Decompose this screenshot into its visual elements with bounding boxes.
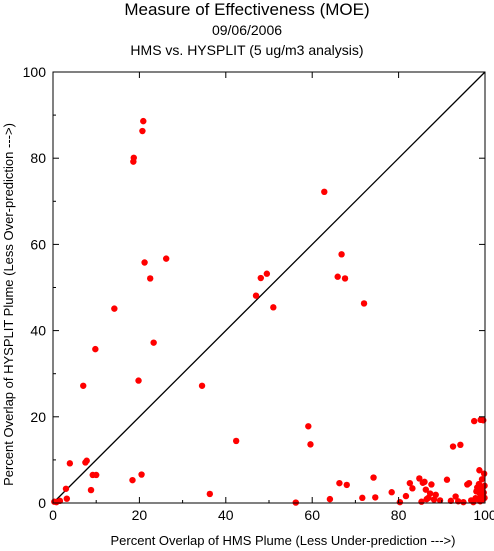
data-point xyxy=(93,471,100,479)
data-point xyxy=(388,489,395,496)
data-point xyxy=(443,476,451,483)
y-tick-label: 20 xyxy=(30,409,46,425)
data-point xyxy=(252,292,260,299)
chart-date: 09/06/2006 xyxy=(211,22,283,38)
y-tick-label: 0 xyxy=(38,495,46,511)
x-tick-label: 60 xyxy=(304,507,320,523)
data-point xyxy=(263,270,271,277)
data-point xyxy=(150,339,157,346)
x-tick-label: 0 xyxy=(49,507,57,523)
data-point xyxy=(471,417,478,425)
data-point-layer xyxy=(51,117,488,506)
data-point xyxy=(111,305,118,312)
data-point xyxy=(421,478,428,486)
data-point xyxy=(232,437,240,445)
y-axis-title: Percent Overlap of HYSPLIT Plume (Less O… xyxy=(1,123,16,486)
one-to-one-line xyxy=(52,71,486,504)
data-point xyxy=(480,417,487,424)
data-point xyxy=(162,255,170,262)
data-point xyxy=(452,493,459,500)
x-tick-label: 40 xyxy=(218,507,234,523)
data-point xyxy=(480,470,488,477)
data-point xyxy=(432,491,439,499)
data-point xyxy=(80,382,87,389)
data-point xyxy=(406,479,414,487)
data-point xyxy=(198,382,206,389)
y-tick-label: 60 xyxy=(30,236,46,252)
data-point xyxy=(62,485,70,492)
data-point xyxy=(326,495,334,503)
data-point xyxy=(139,127,146,135)
data-point xyxy=(476,467,483,474)
data-point xyxy=(206,490,214,498)
data-point xyxy=(87,486,95,494)
data-point xyxy=(63,495,71,502)
x-tick-label: 80 xyxy=(391,507,407,523)
y-tick-label: 100 xyxy=(23,64,47,80)
data-point xyxy=(460,498,467,506)
data-point xyxy=(422,486,430,493)
x-tick-label: 100 xyxy=(473,507,494,523)
data-point xyxy=(138,471,145,478)
data-point xyxy=(409,485,416,492)
y-tick-label: 40 xyxy=(30,323,46,339)
data-point xyxy=(416,475,423,482)
data-point xyxy=(336,479,343,487)
reference-line-layer xyxy=(52,71,486,504)
chart-subtitle: HMS vs. HYSPLIT (5 ug/m3 analysis) xyxy=(130,42,364,58)
data-point xyxy=(428,481,435,488)
data-point xyxy=(396,498,404,506)
x-axis-title: Percent Overlap of HMS Plume (Less Under… xyxy=(111,533,456,548)
data-point xyxy=(141,259,148,266)
data-point xyxy=(359,494,366,502)
data-point xyxy=(341,275,349,282)
data-point xyxy=(257,274,264,282)
data-point xyxy=(135,377,142,384)
data-point xyxy=(402,492,410,500)
data-point xyxy=(343,481,350,489)
x-tick-label: 20 xyxy=(132,507,148,523)
data-point xyxy=(130,154,137,161)
data-point xyxy=(56,497,64,505)
data-point xyxy=(449,443,457,450)
data-point xyxy=(426,490,434,497)
data-point xyxy=(447,497,455,505)
chart-title: Measure of Effectiveness (MOE) xyxy=(124,0,370,19)
data-point xyxy=(92,345,99,353)
y-tick-label: 80 xyxy=(30,150,46,166)
data-point xyxy=(83,457,90,464)
data-point xyxy=(478,476,486,483)
data-point xyxy=(307,441,314,448)
data-point xyxy=(270,304,277,311)
data-point xyxy=(372,494,379,501)
data-point xyxy=(360,300,368,307)
data-point xyxy=(305,423,312,430)
data-point xyxy=(66,460,74,467)
data-point xyxy=(321,188,328,196)
data-point xyxy=(370,474,377,481)
data-point xyxy=(129,476,136,484)
data-point xyxy=(457,441,464,449)
tick-layer: 0 20 40 60 80 100 0 20 40 60 80 100 xyxy=(23,64,494,523)
data-point xyxy=(465,479,473,487)
data-point xyxy=(338,251,345,258)
data-point xyxy=(140,117,147,125)
data-point xyxy=(334,273,341,280)
data-point xyxy=(147,275,154,282)
